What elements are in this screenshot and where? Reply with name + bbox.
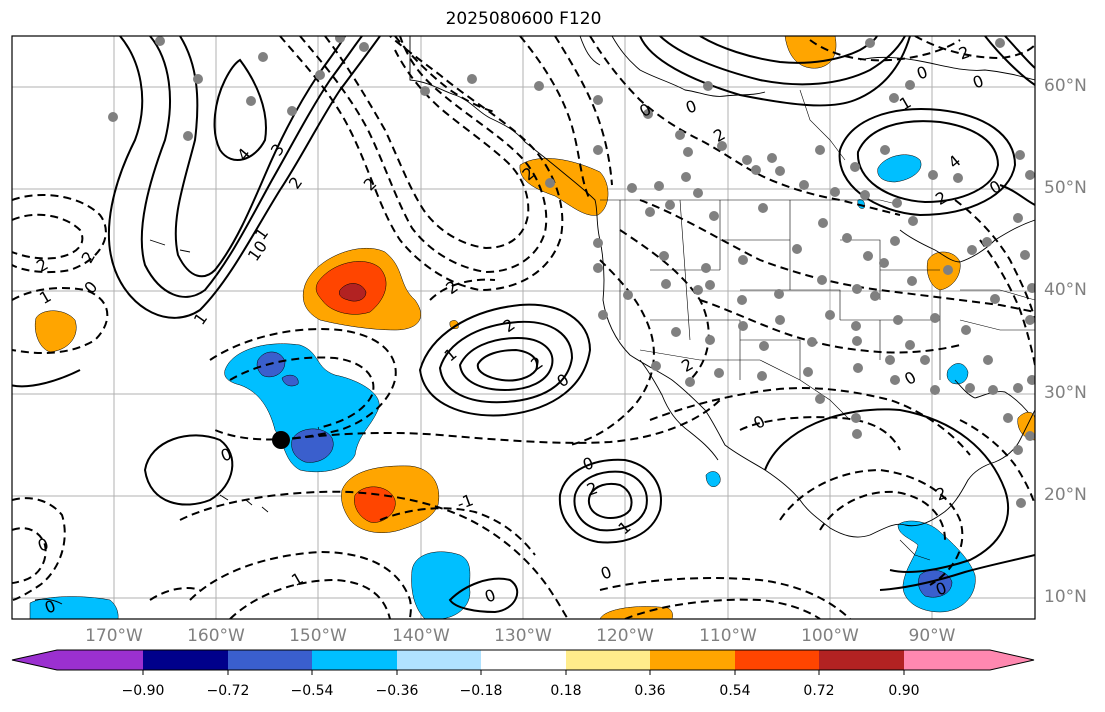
colorbar-segment <box>12 650 143 670</box>
negative-anomaly-canada <box>877 154 922 183</box>
negative-anomaly-central-america <box>897 520 976 613</box>
colorbar-segment <box>481 650 566 670</box>
colorbar-tick-label: −0.54 <box>290 683 334 699</box>
colorbar-segment <box>819 650 904 670</box>
station-markers <box>108 36 1035 508</box>
borders <box>600 89 1035 561</box>
graticule <box>12 36 1035 619</box>
point-marker <box>272 431 290 449</box>
contours-negative <box>12 36 1035 619</box>
colorbar-outline <box>11 649 1035 671</box>
colorbar-tick-label: 0.90 <box>888 683 920 699</box>
colorbar-tick-label: 0.54 <box>719 683 751 699</box>
lat-label-60n: 60°N <box>1044 76 1087 96</box>
lat-label-20n: 20°N <box>1044 485 1087 505</box>
lon-label-120w: 120°W <box>596 626 654 646</box>
colorbar-segment <box>650 650 735 670</box>
colorbar-segment <box>566 650 650 670</box>
map-title: 2025080600 F120 <box>445 9 602 29</box>
positive-anomaly-west <box>34 310 77 353</box>
lon-label-130w: 130°W <box>494 626 552 646</box>
colorbar-tick-label: −0.36 <box>375 683 419 699</box>
colorbar-segment <box>312 650 397 670</box>
lat-label-10n: 10°N <box>1044 587 1087 607</box>
contour-label: -1 <box>454 490 475 513</box>
colorbar-tick-label: −0.90 <box>121 683 165 699</box>
lon-label-100w: 100°W <box>801 626 859 646</box>
lon-label-160w: 160°W <box>187 626 245 646</box>
map-border <box>11 35 1036 620</box>
colorbar-segment <box>735 650 819 670</box>
colorbar-segment <box>397 650 481 670</box>
lat-label-50n: 50°N <box>1044 178 1087 198</box>
colorbar-tick-label: −0.72 <box>206 683 250 699</box>
lon-label-170w: 170°W <box>85 626 143 646</box>
lat-label-40n: 40°N <box>1044 280 1087 300</box>
colorbar-tick-label: 0.36 <box>634 683 666 699</box>
colorbar-segment <box>143 650 228 670</box>
colorbar <box>11 649 1035 675</box>
negative-anomaly-tropics <box>411 551 471 619</box>
colorbar-tick-label: 0.72 <box>803 683 835 699</box>
lon-label-90w: 90°W <box>908 626 956 646</box>
lat-label-30n: 30°N <box>1044 383 1087 403</box>
colorbar-ticks <box>142 670 905 675</box>
anomaly-shading <box>29 36 1035 619</box>
colorbar-tick-label: 0.18 <box>550 683 582 699</box>
colorbar-segment <box>228 650 312 670</box>
lon-label-110w: 110°W <box>699 626 757 646</box>
lon-label-150w: 150°W <box>289 626 347 646</box>
lon-label-140w: 140°W <box>392 626 450 646</box>
colorbar-tick-label: −0.18 <box>459 683 503 699</box>
colorbar-segment <box>904 650 1034 670</box>
